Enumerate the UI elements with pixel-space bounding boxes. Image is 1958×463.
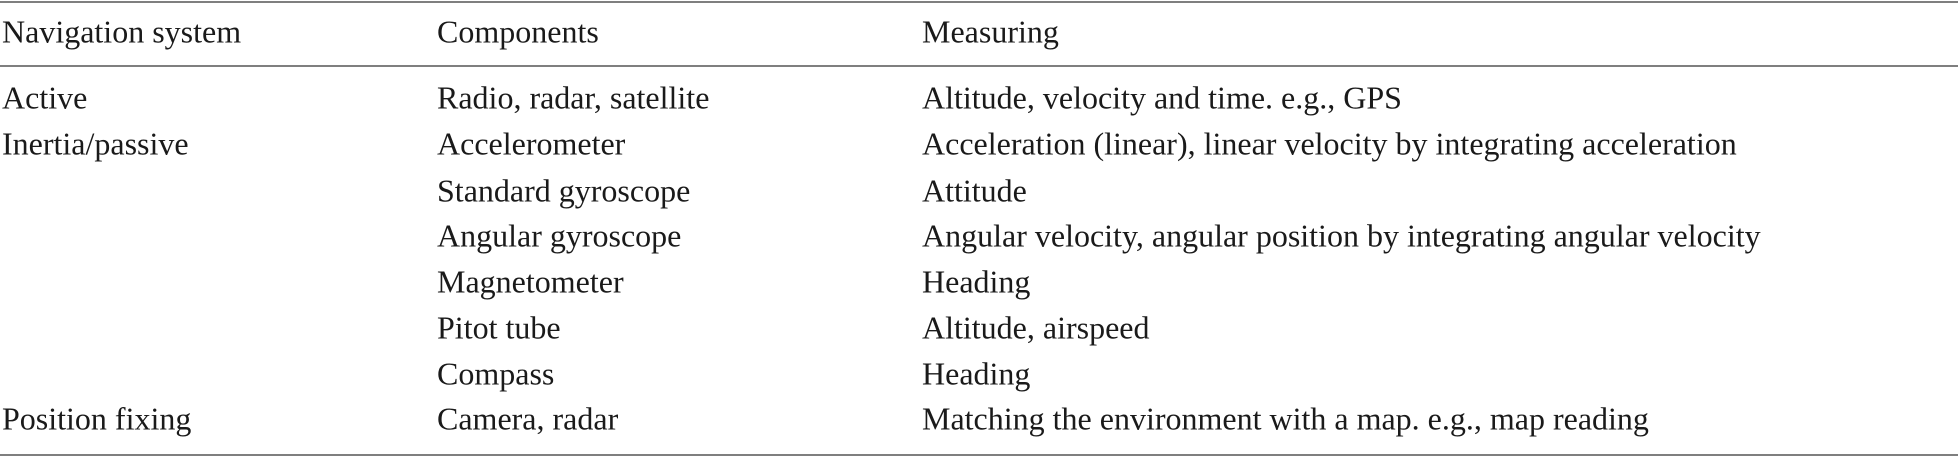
table-cell: Angular velocity, angular position by in… <box>922 217 1761 253</box>
table-cell: Radio, radar, satellite <box>437 79 709 115</box>
table-cell: Altitude, airspeed <box>922 309 1149 345</box>
table-cell: Heading <box>922 263 1030 299</box>
table-cell: Heading <box>922 355 1030 391</box>
table-cell: Pitot tube <box>437 309 561 345</box>
table-cell: Active <box>2 79 87 115</box>
table-cell: Inertia/passive <box>2 125 189 161</box>
table-cell: Position fixing <box>2 400 191 436</box>
table-cell: Compass <box>437 355 554 391</box>
header-cell: Measuring <box>922 13 1059 49</box>
table-cell: Camera, radar <box>437 400 619 436</box>
table-cell: Magnetometer <box>437 263 624 299</box>
table-cell: Accelerometer <box>437 125 626 161</box>
table-cell: Altitude, velocity and time. e.g., GPS <box>922 79 1402 115</box>
header-cell: Components <box>437 13 599 49</box>
header-cell: Navigation system <box>2 13 241 49</box>
table-cell: Attitude <box>922 172 1027 208</box>
table-cell: Acceleration (linear), linear velocity b… <box>922 125 1737 161</box>
table-cell: Standard gyroscope <box>437 172 690 208</box>
table-cell: Angular gyroscope <box>437 217 681 253</box>
table-cell: Matching the environment with a map. e.g… <box>922 400 1649 436</box>
